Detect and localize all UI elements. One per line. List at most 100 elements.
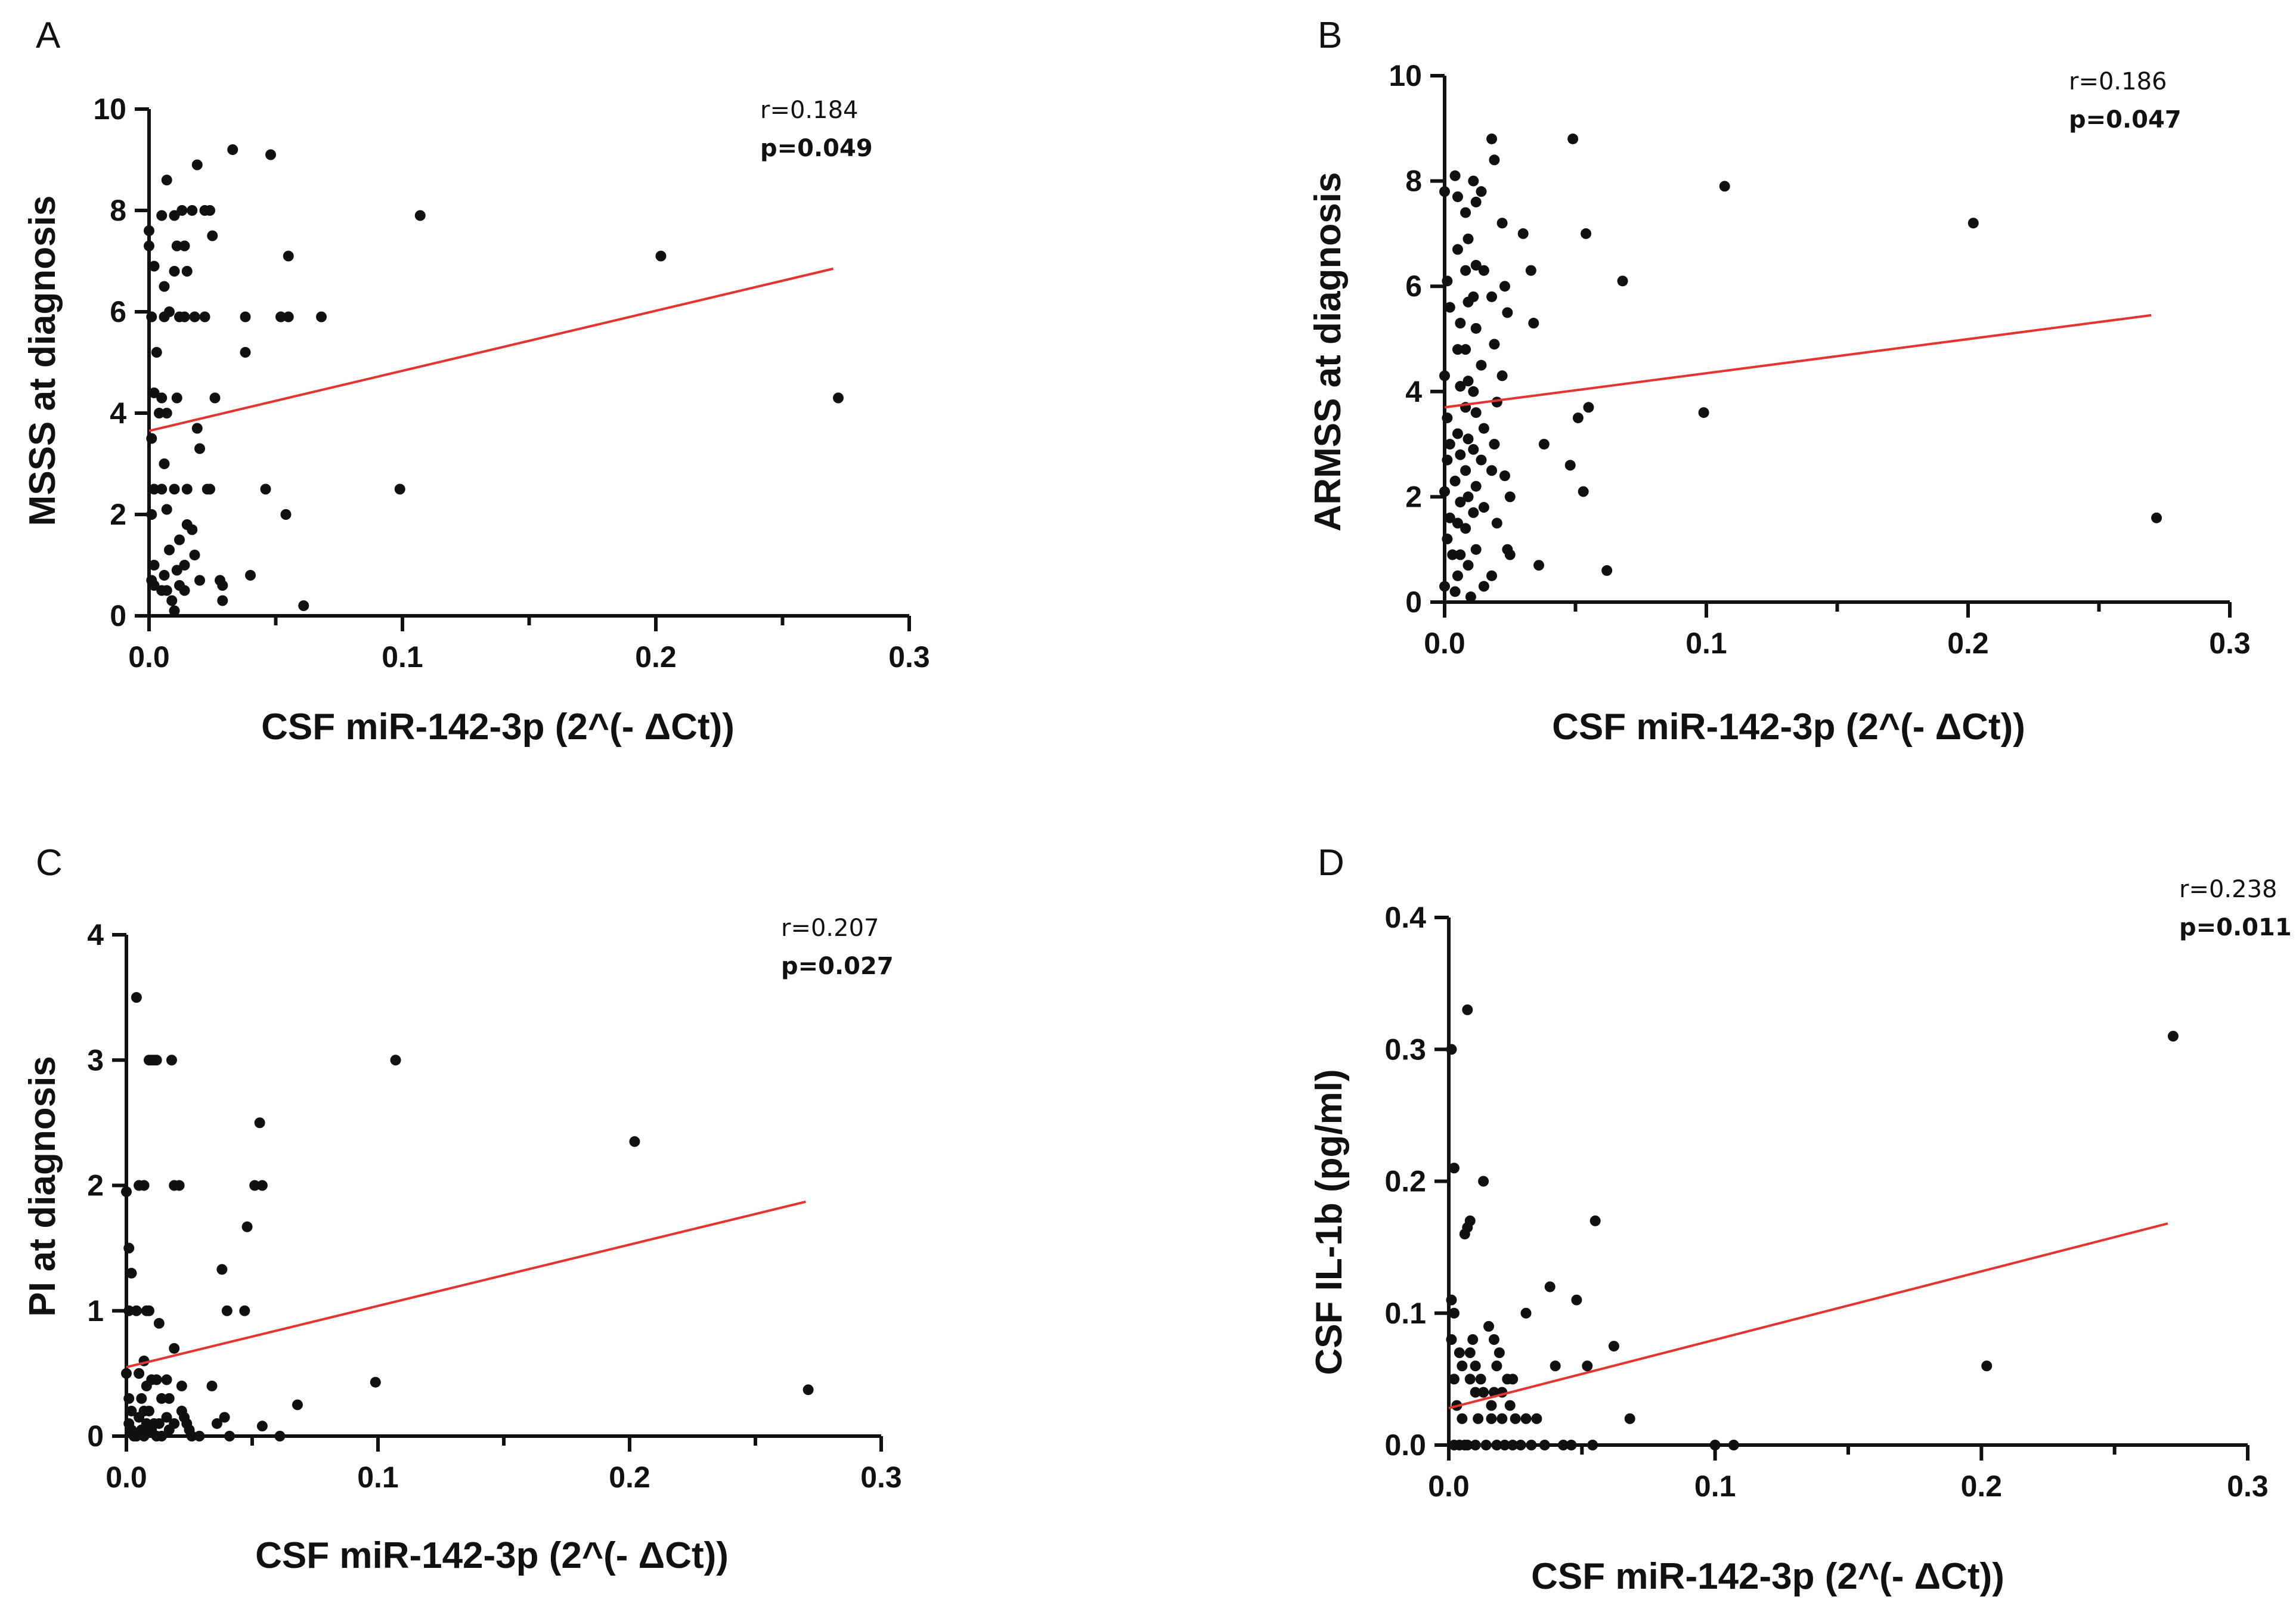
panel-b-data-point — [1476, 454, 1487, 466]
panel-d-data-point — [1589, 1215, 1601, 1226]
panel-b-y-axis-title: ARMSS at diagnosis — [1307, 172, 1349, 532]
panel-a-data-point — [154, 408, 165, 418]
panel-b-y-tick-label: 0 — [1405, 585, 1422, 619]
panel-d-data-point — [1462, 1004, 1473, 1015]
panel-d-letter: D — [1318, 842, 1344, 883]
panel-d-data-point — [1488, 1334, 1499, 1345]
panel-b-data-point — [1452, 191, 1463, 203]
panel-a-data-point — [148, 483, 160, 495]
panel-a-data-point — [260, 483, 271, 495]
panel-a-data-point — [217, 595, 228, 606]
panel-b-data-point — [1486, 133, 1498, 144]
panel-d-data-point — [1566, 1440, 1577, 1450]
panel-a-data-point — [159, 458, 170, 469]
panel-a: A r=0.184 p=0.049 CSF miR-142-3p (2^(- Δ… — [22, 15, 930, 748]
panel-d-data-point — [1709, 1440, 1721, 1450]
panel-b-data-point — [1504, 491, 1516, 503]
panel-b-data-point — [1578, 486, 1589, 497]
panel-a-data-point — [144, 240, 154, 252]
panel-a-data-point — [181, 483, 193, 495]
panel-b-x-tick-label: 0.3 — [2209, 627, 2251, 660]
panel-b-data-point — [1449, 170, 1461, 181]
panel-b-data-point — [1468, 291, 1479, 302]
panel-b-letter: B — [1318, 15, 1342, 56]
panel-c-data-point — [370, 1377, 381, 1388]
panel-c-x-tick-label: 0.3 — [860, 1461, 902, 1494]
panel-a-data-point — [194, 443, 205, 454]
panel-d-data-point — [1494, 1347, 1505, 1359]
panel-b-data-point — [1617, 275, 1628, 287]
panel-b-data-point — [1517, 228, 1529, 239]
panel-b-data-point — [1719, 181, 1730, 192]
panel-b-data-point — [1538, 439, 1550, 450]
panel-d-x-tick-label: 0.0 — [1428, 1470, 1470, 1503]
panel-c-x-axis-title: CSF miR-142-3p (2^(- ΔCt)) — [255, 1535, 729, 1576]
panel-c-data-point — [138, 1180, 150, 1191]
panel-a-data-point — [265, 149, 276, 160]
panel-a-data-point — [161, 175, 172, 185]
panel-a-y-tick-label: 2 — [110, 498, 126, 531]
panel-c-y-tick-label: 1 — [87, 1294, 104, 1328]
panel-d-data-point — [1483, 1320, 1494, 1332]
panel-d-data-point — [1496, 1413, 1508, 1424]
panel-c-data-point — [131, 1305, 142, 1316]
panel-b-x-tick-label: 0.1 — [1685, 627, 1727, 660]
panel-c-data-point — [156, 1393, 168, 1404]
panel-c-data-point — [256, 1180, 268, 1191]
panel-a-x-tick-label: 0.2 — [635, 640, 677, 674]
panel-c-data-point — [136, 1393, 147, 1404]
panel-c-data-point — [123, 1393, 135, 1404]
panel-b-data-point — [1460, 523, 1471, 534]
panel-a-data-point — [204, 483, 215, 495]
panel-d-y-axis-title: CSF IL-1b (pg/ml) — [1309, 1069, 1350, 1375]
panel-c-data-point — [176, 1380, 187, 1391]
panel-c-data-point — [206, 1380, 218, 1391]
panel-d-data-point — [1446, 1294, 1457, 1306]
panel-c-data-point — [211, 1418, 222, 1429]
panel-d-data-point — [1448, 1162, 1460, 1174]
panel-a-data-point — [204, 205, 215, 216]
panel-b-data-point — [1499, 281, 1510, 292]
panel-a-y-axis-title: MSSS at diagnosis — [22, 196, 63, 526]
panel-c-y-tick-label: 3 — [87, 1043, 104, 1077]
panel-b-data-point — [1447, 549, 1458, 560]
panel-c-data-point — [123, 1305, 135, 1316]
panel-b-y-tick-label: 10 — [1389, 59, 1422, 92]
panel-d-data-point — [1544, 1281, 1556, 1292]
panel-c-data-point — [153, 1317, 165, 1329]
panel-a-data-point — [283, 250, 294, 262]
panel-d-data-point — [1470, 1387, 1481, 1398]
panel-d-y-tick-label: 0.2 — [1384, 1165, 1426, 1198]
panel-c-data-point — [131, 1431, 142, 1441]
panel-c-p-value: p=0.027 — [781, 953, 894, 980]
panel-d-data-point — [1571, 1294, 1582, 1306]
panel-c-y-tick-label: 0 — [87, 1419, 104, 1453]
panel-b-x-tick-label: 0.0 — [1424, 627, 1465, 660]
panel-a-data-point — [174, 534, 185, 545]
panel-d-data-point — [1504, 1400, 1516, 1411]
panel-c-data-point — [629, 1136, 640, 1147]
panel-b-regression-line — [1444, 314, 2152, 409]
panel-b-data-point — [1476, 186, 1487, 197]
panel-a-data-point — [176, 205, 188, 216]
panel-a-data-point — [187, 524, 198, 535]
panel-a-data-point — [169, 266, 180, 277]
panel-c-data-point — [169, 1343, 180, 1354]
panel-a-data-point — [227, 144, 238, 155]
panel-b-r-value: r=0.186 — [2069, 68, 2167, 95]
panel-a-data-point — [169, 483, 180, 495]
panel-d-data-point — [1475, 1374, 1486, 1385]
panel-d-data-point — [1515, 1440, 1526, 1450]
panel-a-letter: A — [36, 15, 61, 56]
panel-b-data-point — [1455, 318, 1466, 329]
panel-c-data-point — [134, 1368, 145, 1379]
panel-d-data-point — [2167, 1031, 2179, 1042]
panel-a-data-point — [161, 585, 172, 596]
panel-d-data-point — [1473, 1413, 1484, 1424]
panel-c-data-point — [186, 1431, 197, 1441]
panel-d-data-point — [1526, 1440, 1537, 1450]
panel-c-data-point — [274, 1431, 286, 1441]
panel-a-data-point — [207, 230, 218, 241]
panel-b-data-point — [1463, 491, 1474, 503]
panel-a-data-point — [655, 250, 667, 262]
